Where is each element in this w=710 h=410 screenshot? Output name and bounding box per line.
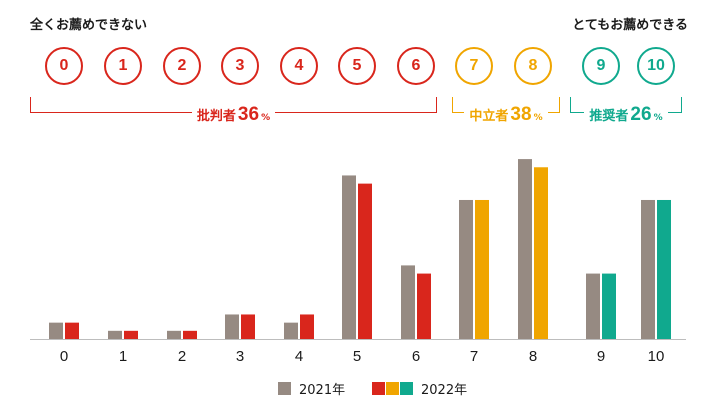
x-tick-label-10: 10	[648, 348, 665, 365]
bar-2021-8	[518, 159, 532, 339]
bar-2022-3	[241, 314, 255, 339]
bar-2021-9	[586, 273, 600, 339]
score-circle-1: 1	[104, 47, 142, 85]
score-circle-10: 10	[637, 47, 675, 85]
x-tick-label-6: 6	[412, 348, 420, 365]
bar-2021-1	[108, 330, 122, 339]
bar-2021-2	[167, 330, 181, 339]
bar-2022-8	[534, 167, 548, 339]
bar-2022-1	[124, 330, 138, 339]
bar-2021-3	[225, 314, 239, 339]
x-tick-label-0: 0	[60, 348, 68, 365]
score-circle-3: 3	[221, 47, 259, 85]
group-label-0: 批判者 36%	[191, 104, 276, 126]
bar-2021-4	[284, 322, 298, 339]
x-tick-label-2: 2	[178, 348, 186, 365]
x-tick-label-5: 5	[353, 348, 361, 365]
bar-2022-7	[475, 199, 489, 339]
group-name: 中立者	[469, 109, 509, 124]
scale-right-label: とてもお薦めできる	[572, 18, 688, 33]
score-circle-5: 5	[338, 47, 376, 85]
bar-2022-0	[65, 322, 79, 339]
legend-label-2022: 2022年	[421, 383, 468, 398]
bar-2021-7	[459, 199, 473, 339]
legend-label-2021: 2021年	[299, 383, 346, 398]
legend-2022: 2022年	[372, 379, 467, 398]
x-tick-label-7: 7	[470, 348, 478, 365]
group-percent: 38	[510, 104, 532, 125]
bar-2021-5	[342, 175, 356, 339]
legend-swatch-2021	[278, 382, 291, 395]
group-percent: 36	[237, 104, 260, 125]
x-tick-label-3: 3	[236, 348, 244, 365]
group-percent: 26	[630, 104, 652, 125]
score-circle-9: 9	[582, 47, 620, 85]
legend-swatch-2022-green	[400, 382, 413, 395]
legend-2021: 2021年	[278, 379, 345, 398]
x-tick-label-9: 9	[597, 348, 605, 365]
group-name: 推奨者	[589, 109, 629, 124]
x-tick-label-4: 4	[295, 348, 303, 365]
bar-2021-6	[401, 265, 415, 339]
bar-2022-5	[358, 183, 372, 339]
score-circle-6: 6	[397, 47, 435, 85]
bar-2022-10	[657, 199, 671, 339]
bar-2022-9	[602, 273, 616, 339]
score-circle-7: 7	[455, 47, 493, 85]
scale-left-label: 全くお薦めできない	[30, 18, 148, 33]
group-percent-unit: %	[533, 113, 543, 123]
score-circle-4: 4	[280, 47, 318, 85]
score-circle-0: 0	[45, 47, 83, 85]
bar-2021-0	[49, 322, 63, 339]
group-percent-unit: %	[653, 113, 663, 123]
bar-2022-6	[417, 273, 431, 339]
x-tick-label-1: 1	[119, 348, 127, 365]
score-circle-8: 8	[514, 47, 552, 85]
group-name: 批判者	[196, 109, 236, 124]
bar-2021-10	[641, 199, 655, 339]
legend-swatch-2022-red	[372, 382, 385, 395]
score-circle-2: 2	[163, 47, 201, 85]
x-tick-label-8: 8	[529, 348, 537, 365]
group-label-1: 中立者 38%	[464, 104, 548, 126]
group-percent-unit: %	[261, 113, 271, 123]
bar-2022-2	[183, 330, 197, 339]
group-label-2: 推奨者 26%	[584, 104, 668, 126]
legend-swatch-2022-yellow	[386, 382, 399, 395]
bar-2022-4	[300, 314, 314, 339]
